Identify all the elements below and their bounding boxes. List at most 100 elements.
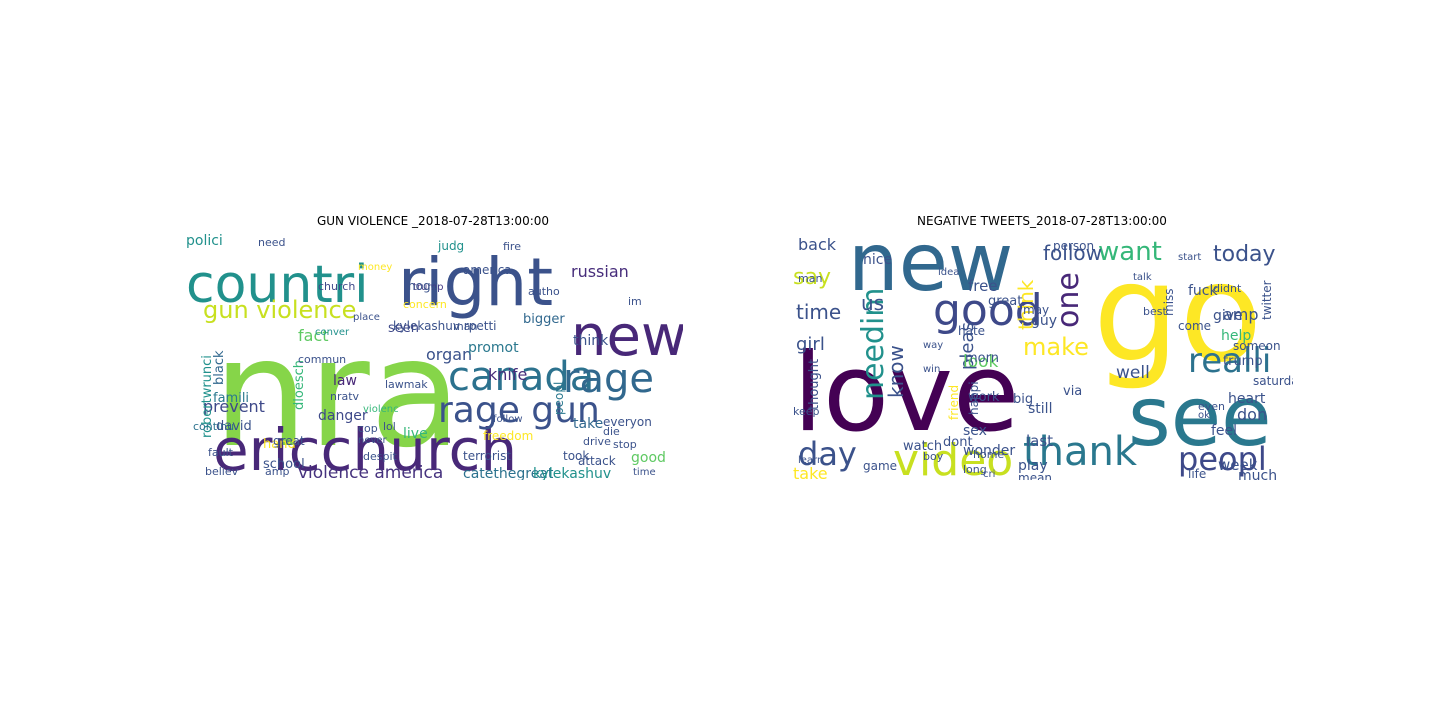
word-well: well xyxy=(1116,363,1150,383)
word-continu: continu xyxy=(193,420,234,433)
word-hate: hate xyxy=(958,324,985,338)
word-follow: follow xyxy=(1043,241,1102,265)
word-back: back xyxy=(798,235,837,254)
word-think: think xyxy=(573,333,609,349)
word-despit: despit xyxy=(363,450,398,463)
word-concern: concern xyxy=(403,298,447,311)
word-nratv: nratv xyxy=(330,390,360,403)
word-idea: idea xyxy=(938,267,959,278)
word-see: see xyxy=(1128,370,1272,465)
word-way: way xyxy=(923,340,943,351)
word-freedom: freedom xyxy=(483,429,533,443)
word-look: look xyxy=(963,352,999,372)
word-die: die xyxy=(603,425,620,438)
word-big: big xyxy=(1013,392,1033,407)
word-money: money xyxy=(358,262,392,273)
word-famili: famili xyxy=(213,391,249,406)
word-long: long xyxy=(963,463,987,476)
word-place: place xyxy=(353,312,380,323)
word-knife: knife xyxy=(488,365,527,384)
word-life: life xyxy=(1188,467,1206,480)
word-drive: drive xyxy=(583,435,611,448)
word-come: come xyxy=(1178,319,1211,333)
word-good: good xyxy=(933,285,1043,336)
word-violence-america: violence america xyxy=(298,463,443,480)
word-prevent: prevent xyxy=(203,397,265,416)
word-fault: fault xyxy=(208,446,234,459)
word-want: want xyxy=(1098,237,1162,267)
word-russian: russian xyxy=(571,262,629,281)
word-peopl: peopl xyxy=(552,382,566,415)
word-take: take xyxy=(573,416,603,432)
word-twitter: twitter xyxy=(1260,280,1274,320)
word-person: person xyxy=(1053,239,1094,253)
word-lol: lol xyxy=(383,420,396,433)
word-need: need xyxy=(258,236,286,249)
word-game: game xyxy=(863,459,897,473)
word-make: make xyxy=(1023,333,1089,361)
word-one: one xyxy=(1051,272,1086,328)
word-may: may xyxy=(1023,303,1049,317)
word-took: took xyxy=(563,449,589,463)
word-today: today xyxy=(1213,242,1276,267)
word-america: america xyxy=(463,263,512,277)
word-say: say xyxy=(793,265,831,290)
word-never: never xyxy=(358,435,388,446)
word-church: church xyxy=(318,280,355,293)
word-great: great xyxy=(988,294,1022,309)
word-trump: trump xyxy=(413,282,443,293)
word-live: live xyxy=(403,426,428,442)
word-happi: happi xyxy=(967,381,981,415)
word-learn: learn xyxy=(798,455,823,466)
word-man: man xyxy=(453,320,477,333)
word-help: help xyxy=(1221,328,1251,344)
word-go: go xyxy=(1093,235,1263,393)
word-commun: commun xyxy=(298,353,346,366)
word-bigger: bigger xyxy=(523,312,565,327)
word-watch: watch xyxy=(903,439,942,454)
word-love: love xyxy=(793,331,1019,456)
word-good: good xyxy=(631,450,666,466)
word-keep: keep xyxy=(793,405,820,418)
word-promot: promot xyxy=(468,340,519,356)
word-via: via xyxy=(1063,384,1082,399)
word-right: right xyxy=(398,244,553,321)
word-day: day xyxy=(798,435,857,473)
word-countri: countri xyxy=(186,255,369,315)
word-miss: miss xyxy=(1162,288,1176,316)
word-last: last xyxy=(1026,432,1053,450)
word-much: much xyxy=(1238,468,1277,480)
word-hand: hand xyxy=(263,437,296,452)
word-talk: talk xyxy=(1133,272,1152,283)
word-great: great xyxy=(273,434,305,448)
word-wonder: wonder xyxy=(963,443,1015,459)
word-polici: polici xyxy=(186,233,223,249)
word-law: law xyxy=(333,373,357,389)
word-work: work xyxy=(968,390,1000,405)
word-cop: cop xyxy=(358,422,378,435)
word-stop: stop xyxy=(613,438,637,451)
word-girl: girl xyxy=(796,334,825,355)
word-amp: amp xyxy=(1223,305,1259,324)
word-time: time xyxy=(796,300,841,324)
word-seen: seen xyxy=(388,321,419,336)
word-attack: attack xyxy=(578,454,616,468)
word-win: win xyxy=(923,364,940,375)
word-guy: guy xyxy=(1031,313,1057,329)
word-fuck: fuck xyxy=(1188,283,1218,299)
word-trump: trump xyxy=(1223,354,1263,369)
word-believ: believ xyxy=(205,465,239,478)
word-didnt: didnt xyxy=(1213,282,1242,295)
word-give: give xyxy=(1213,308,1243,324)
word-home: home xyxy=(973,448,1004,461)
word-terrorist: terrorist xyxy=(463,449,511,463)
word-new: new xyxy=(848,230,1013,309)
word-realli: realli xyxy=(1188,341,1271,381)
word-follow: follow xyxy=(493,414,523,425)
word-think: think xyxy=(1014,279,1038,330)
word-start: start xyxy=(1178,252,1201,263)
word-feel: feel xyxy=(1211,423,1237,439)
word-ok: ok xyxy=(1198,410,1210,421)
word-school: school xyxy=(263,457,305,472)
word-catethegreat: catethegreat xyxy=(463,466,554,480)
